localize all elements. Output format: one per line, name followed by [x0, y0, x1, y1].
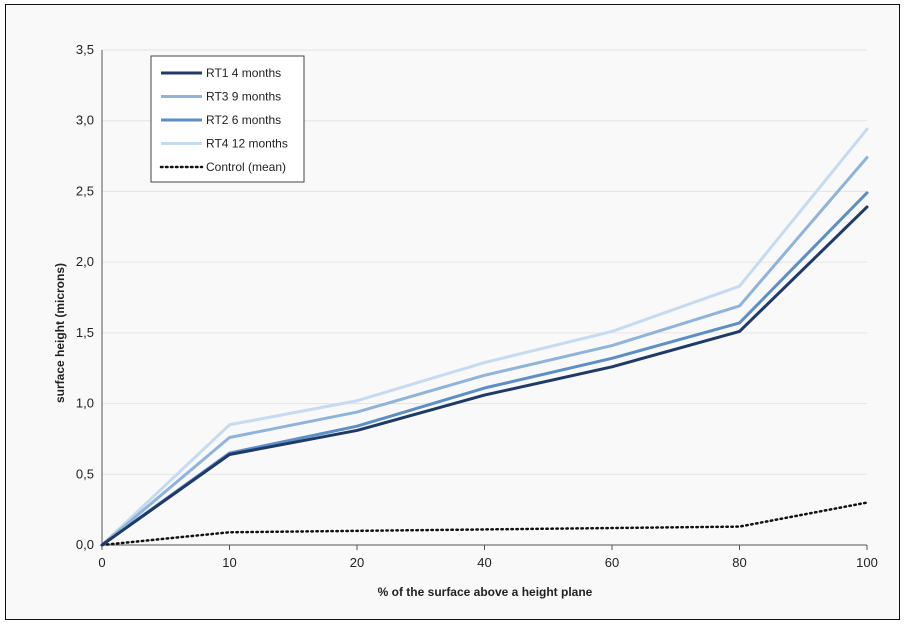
data-series: [100, 127, 869, 547]
legend-label: RT1 4 months: [206, 66, 281, 80]
legend-label: RT3 9 months: [206, 90, 281, 104]
x-axis-title: % of the surface above a height plane: [378, 585, 593, 599]
y-tick-label: 3,0: [76, 113, 94, 128]
y-tick-label: 1,5: [76, 325, 94, 340]
x-tick-label: 80: [732, 555, 746, 570]
y-axis-title: surface height (microns): [53, 263, 67, 403]
axes: 0,0 0,5 1,0 1,5 2,0 2,5 3,0 3,5 0 10 20 40 60 80 100: [76, 42, 878, 570]
y-tick-label: 0,5: [76, 466, 94, 481]
legend: RT1 4 months RT3 9 months RT2 6 months RT4 …: [150, 55, 305, 183]
x-tick-label: 0: [98, 555, 105, 570]
legend-label: RT2 6 months: [206, 113, 281, 127]
legend-label: Control (mean): [206, 160, 286, 174]
series-line: [100, 501, 869, 547]
y-tick-label: 2,5: [76, 183, 94, 198]
series-line: [100, 205, 869, 547]
y-tick-label: 2,0: [76, 254, 94, 269]
x-tick-label: 10: [222, 555, 236, 570]
legend-label: RT4 12 months: [206, 137, 288, 151]
series-line: [100, 127, 869, 547]
y-tick-label: 0,0: [76, 537, 94, 552]
y-tick-label: 3,5: [76, 42, 94, 57]
series-line: [100, 155, 869, 547]
series-line: [100, 191, 869, 547]
x-tick-label: 100: [856, 555, 878, 570]
grid-lines: [102, 49, 867, 475]
x-tick-label: 60: [605, 555, 619, 570]
x-tick-label: 40: [477, 555, 491, 570]
x-tick-label: 20: [350, 555, 364, 570]
y-tick-label: 1,0: [76, 396, 94, 411]
